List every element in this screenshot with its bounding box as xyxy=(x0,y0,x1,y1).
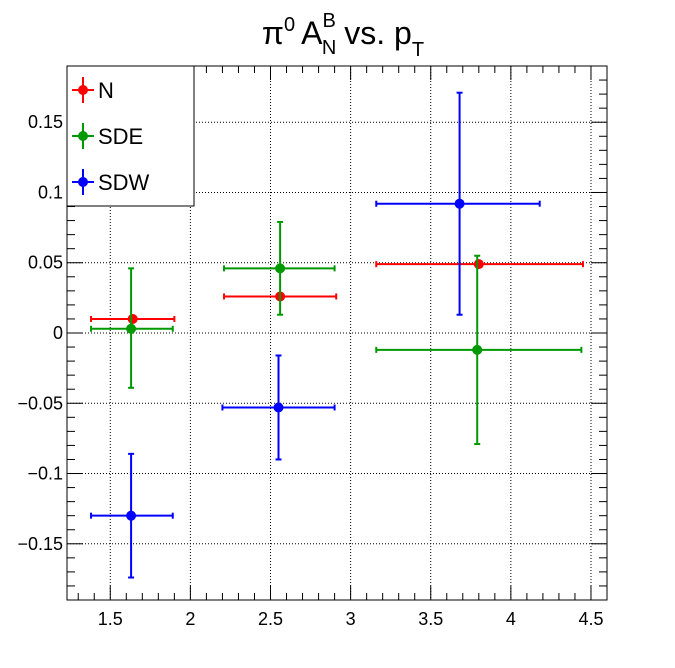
legend: N SDE SDW xyxy=(66,65,195,207)
data-point xyxy=(126,323,137,334)
legend-label: N xyxy=(98,78,114,103)
series-n xyxy=(90,259,584,324)
y-tick-label: −0.15 xyxy=(17,534,63,554)
y-tick-label: 0 xyxy=(53,323,63,343)
title-pi: π xyxy=(262,15,284,51)
legend-entries: N SDE SDW xyxy=(72,77,150,195)
legend-entry-sdw: SDW xyxy=(72,169,150,195)
legend-label: SDE xyxy=(98,124,143,149)
legend-entry-n: N xyxy=(72,77,114,103)
title-a-subscript: N xyxy=(322,37,336,59)
x-tick-label: 2.5 xyxy=(258,609,283,629)
data-point xyxy=(275,263,286,274)
data-point xyxy=(473,259,484,270)
y-tick-labels: −0.15 −0.1 −0.05 0 0.05 0.1 0.15 xyxy=(17,112,63,554)
legend-marker-point xyxy=(78,85,88,95)
y-tick-label: 0.1 xyxy=(38,182,63,202)
x-tick-label: 4.5 xyxy=(578,609,603,629)
legend-marker-point xyxy=(78,177,88,187)
data-series xyxy=(90,91,584,579)
y-tick-label: −0.05 xyxy=(17,393,63,413)
x-tick-label: 3.5 xyxy=(418,609,443,629)
title-a-superscript: B xyxy=(322,10,335,32)
x-tick-label: 2 xyxy=(185,609,195,629)
series-sde xyxy=(90,220,583,446)
title-a: A xyxy=(301,15,323,51)
title-vs-p: vs. p xyxy=(344,15,412,51)
x-tick-label: 4 xyxy=(506,609,516,629)
title-p-subscript: T xyxy=(412,39,424,61)
axis-ticks xyxy=(67,66,608,601)
data-point xyxy=(126,510,137,521)
legend-marker-point xyxy=(78,131,88,141)
title-pi-superscript: 0 xyxy=(284,14,295,36)
legend-entry-sde: SDE xyxy=(72,123,143,149)
legend-label: SDW xyxy=(98,170,150,195)
data-point xyxy=(472,344,483,355)
y-tick-label: 0.05 xyxy=(28,253,63,273)
x-tick-label: 3 xyxy=(346,609,356,629)
y-tick-label: 0.15 xyxy=(28,112,63,132)
data-point xyxy=(273,402,284,413)
series-sdw xyxy=(90,91,541,579)
data-point xyxy=(127,313,138,324)
x-tick-labels: 1.5 2 2.5 3 3.5 4 4.5 xyxy=(98,609,604,629)
y-tick-label: −0.1 xyxy=(27,464,63,484)
x-tick-label: 1.5 xyxy=(98,609,123,629)
data-point xyxy=(454,198,465,209)
